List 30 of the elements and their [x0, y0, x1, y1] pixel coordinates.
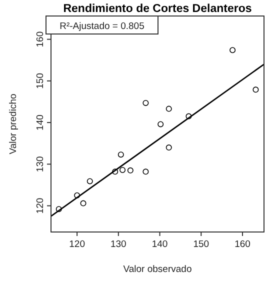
y-tick-label: 160	[35, 31, 46, 48]
point	[127, 167, 134, 174]
x-tick-label: 150	[193, 239, 210, 250]
point	[112, 168, 118, 175]
point	[186, 113, 192, 120]
x-tick-label: 140	[152, 239, 168, 250]
point	[142, 168, 149, 175]
point	[120, 166, 126, 173]
y-tick-label: 140	[35, 114, 46, 130]
point	[80, 200, 86, 206]
point	[166, 106, 172, 112]
point	[252, 86, 259, 93]
point	[56, 206, 62, 212]
chart-title: Rendimiento de Cortes Delanteros	[63, 3, 252, 15]
y-axis-title: Valor predicho	[8, 94, 19, 154]
y-tick-label: 150	[35, 72, 46, 89]
point	[158, 121, 164, 128]
point	[166, 144, 172, 151]
y-tick-label: 120	[35, 198, 46, 214]
point	[230, 47, 236, 54]
y-tick-label: 130	[35, 156, 46, 172]
point	[118, 152, 124, 158]
x-tick-label: 160	[234, 239, 250, 250]
x-axis-title: Valor observado	[123, 264, 192, 275]
x-tick-label: 130	[110, 239, 126, 250]
point	[74, 192, 80, 198]
annotation: R²-Ajustado = 0.805	[60, 21, 144, 32]
point	[142, 100, 149, 106]
point	[86, 178, 93, 184]
x-tick-label: 120	[69, 239, 85, 250]
